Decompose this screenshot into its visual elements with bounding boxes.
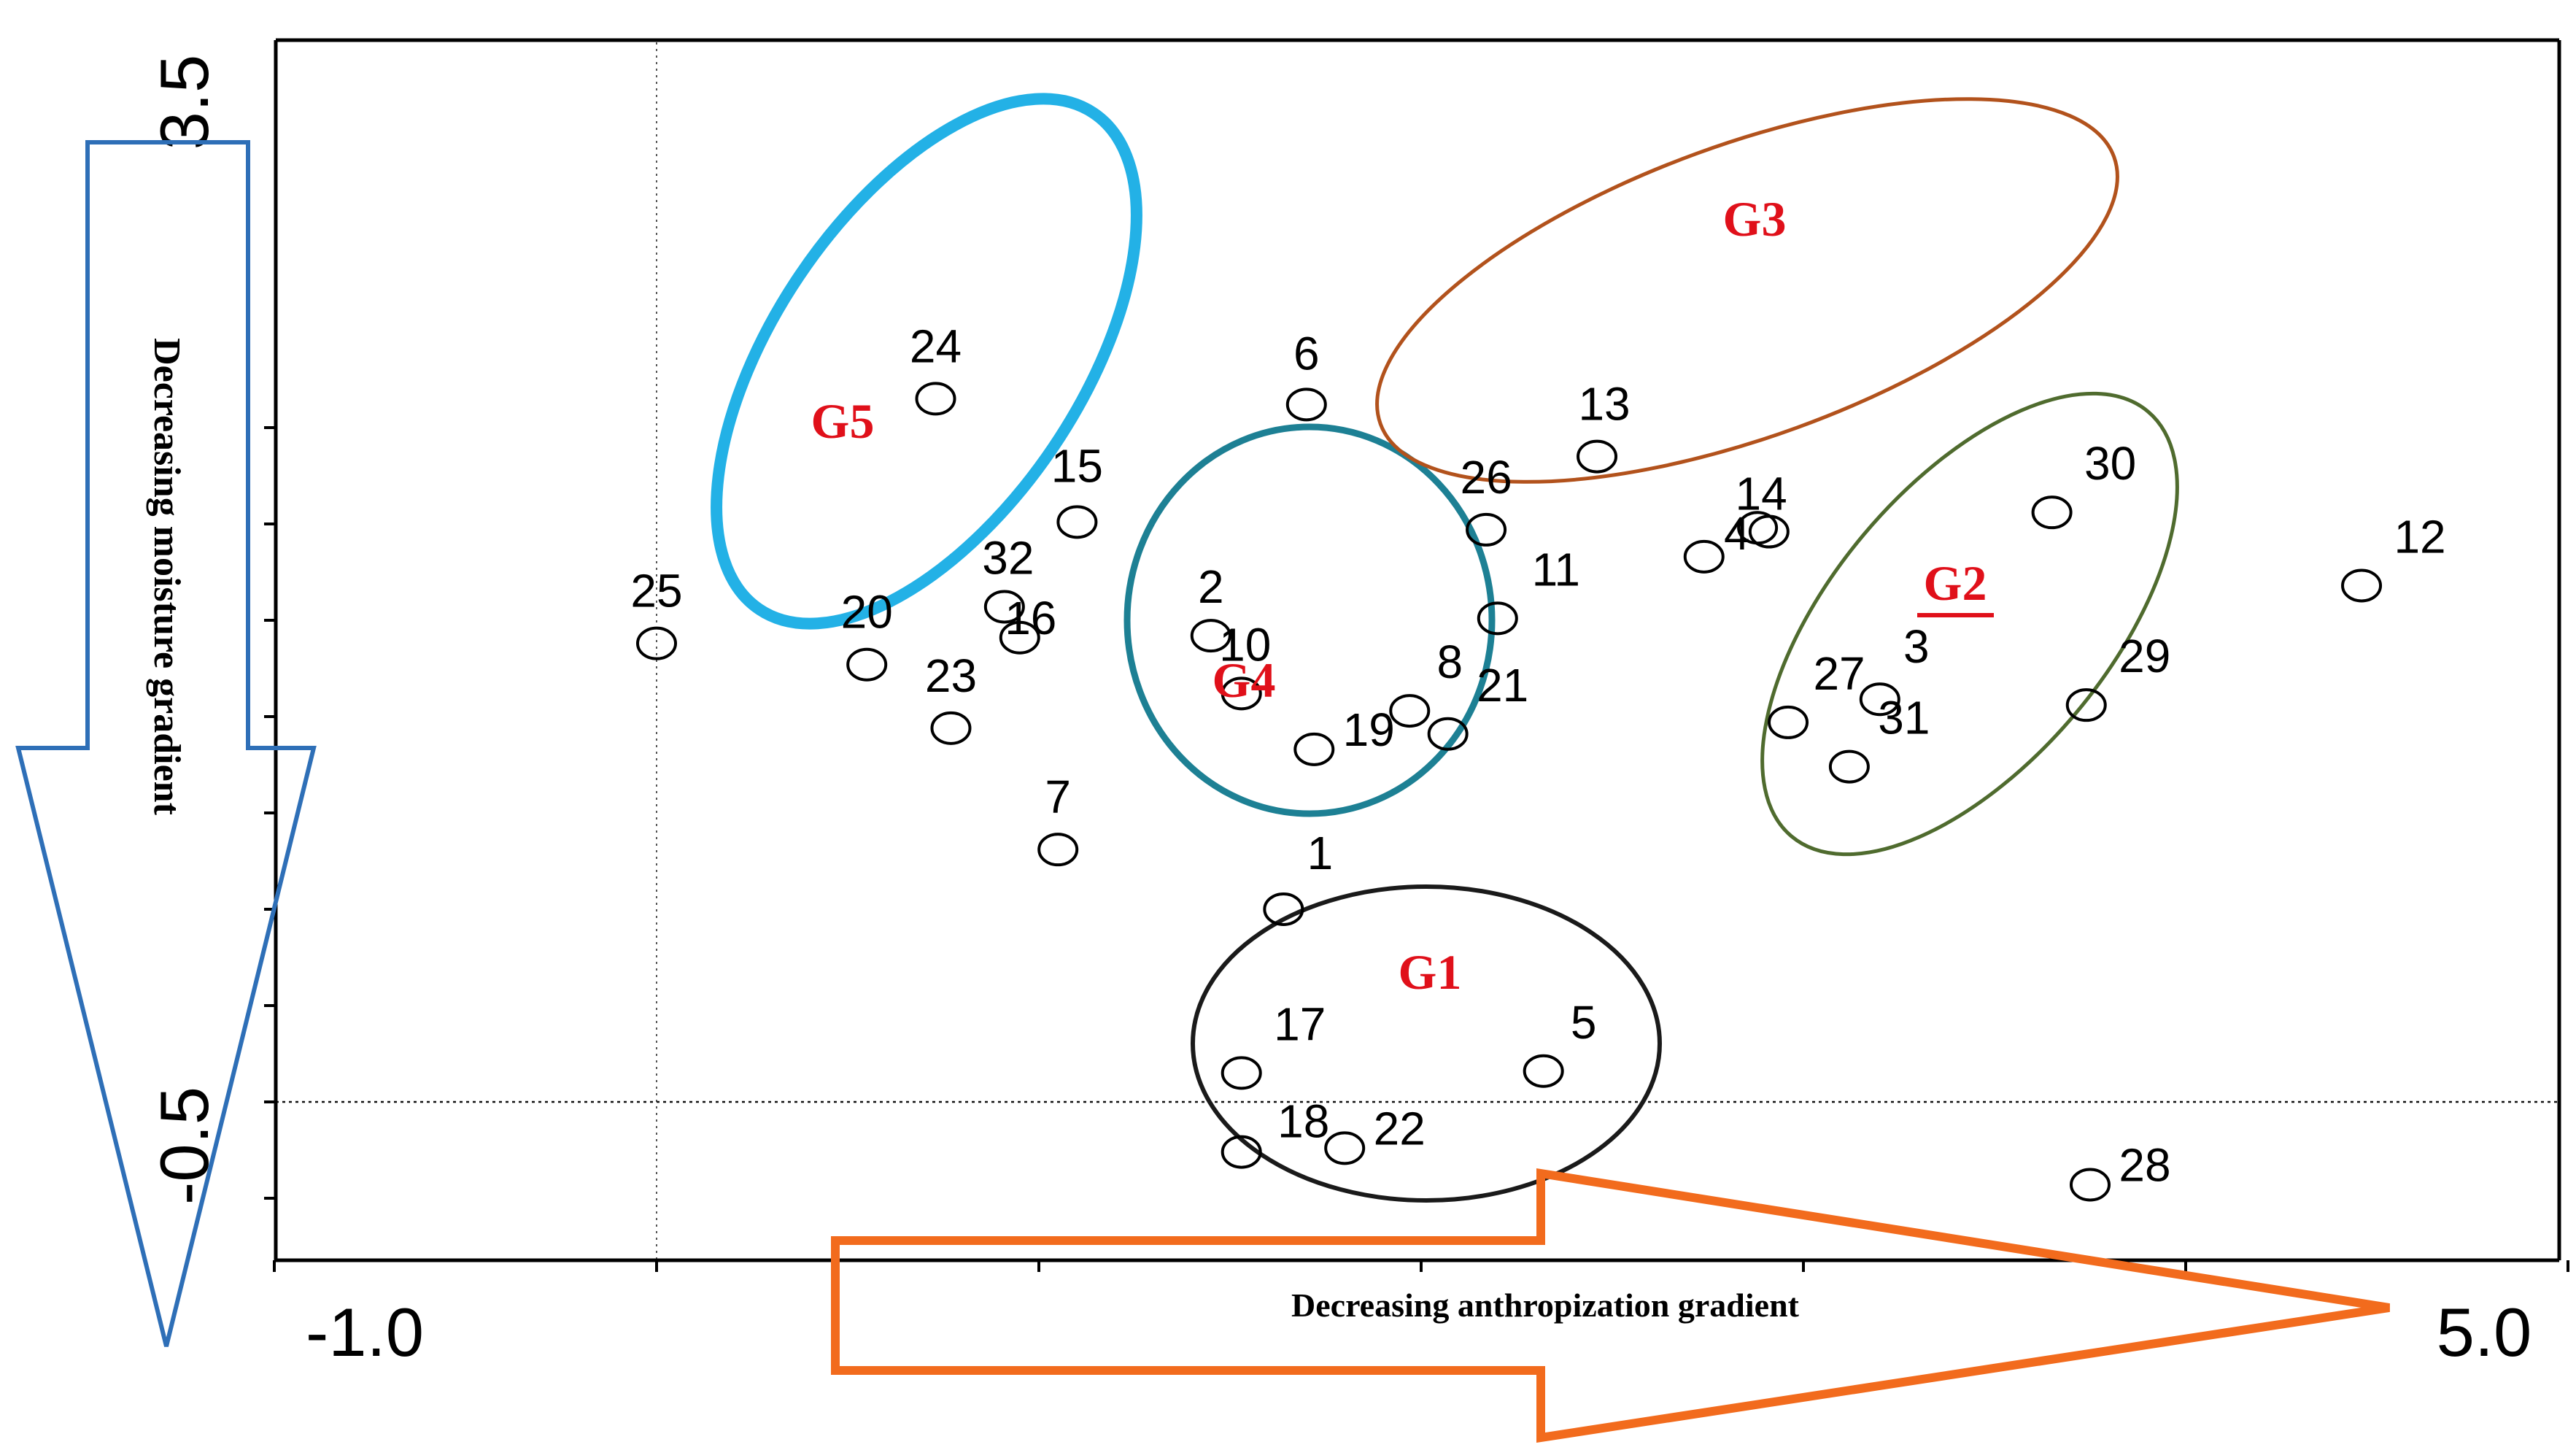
scatter-point-label-6: 6 bbox=[1293, 327, 1320, 379]
scatter-point-label-2: 2 bbox=[1198, 560, 1224, 613]
scatter-point-label-28: 28 bbox=[2119, 1139, 2170, 1192]
scatter-point-4 bbox=[1683, 539, 1725, 574]
scatter-point-label-18: 18 bbox=[1277, 1095, 1329, 1148]
scatter-point-label-14: 14 bbox=[1736, 467, 1787, 520]
scatter-point-17 bbox=[1221, 1056, 1262, 1090]
group-g3-ellipse bbox=[1375, 97, 2119, 484]
scatter-point-label-27: 27 bbox=[1813, 647, 1865, 700]
scatter-point-label-29: 29 bbox=[2119, 630, 2170, 682]
scatter-point-label-26: 26 bbox=[1460, 451, 1512, 504]
scatter-point-15 bbox=[1056, 505, 1098, 539]
scatter-point-6 bbox=[1285, 387, 1327, 422]
scatter-point-1 bbox=[1263, 892, 1304, 926]
scatter-point-label-16: 16 bbox=[1005, 592, 1056, 644]
scatter-point-label-30: 30 bbox=[2084, 437, 2136, 490]
scatter-point-label-17: 17 bbox=[1274, 998, 1326, 1050]
scatter-point-27 bbox=[1768, 705, 1809, 739]
scatter-point-label-20: 20 bbox=[841, 586, 893, 639]
scatter-point-label-1: 1 bbox=[1307, 827, 1334, 879]
scatter-point-label-7: 7 bbox=[1045, 771, 1071, 823]
group-label-g2: G2 bbox=[1924, 555, 1987, 611]
scatter-point-label-22: 22 bbox=[1374, 1102, 1426, 1154]
scatter-point-23 bbox=[930, 711, 972, 745]
group-g5-ellipse bbox=[711, 93, 1142, 630]
scatter-point-label-24: 24 bbox=[910, 320, 962, 372]
scatter-point-label-23: 23 bbox=[925, 649, 977, 702]
scatter-point-5 bbox=[1523, 1054, 1564, 1088]
x-axis-ticks bbox=[273, 1260, 2569, 1272]
scatter-point-label-15: 15 bbox=[1051, 439, 1103, 492]
scatter-point-12 bbox=[2341, 568, 2383, 603]
y-tick-label-min: -0.5 bbox=[146, 1087, 223, 1205]
scatter-point-25 bbox=[636, 626, 677, 660]
scatter-point-10 bbox=[1221, 676, 1262, 711]
scatter-point-3 bbox=[1859, 682, 1900, 717]
group-label-g3: G3 bbox=[1723, 191, 1787, 247]
moisture-gradient-arrow bbox=[15, 140, 317, 1347]
scatter-point-24 bbox=[915, 382, 956, 416]
scatter-point-11 bbox=[1477, 601, 1518, 636]
group-label-g5: G5 bbox=[811, 393, 875, 449]
y-axis-ticks bbox=[264, 426, 276, 1200]
scatter-point-labels: 1234567810111213141516171819202122232425… bbox=[630, 320, 2445, 1191]
scatter-point-26 bbox=[1466, 512, 1507, 547]
group-g2-ellipse bbox=[1760, 391, 2179, 857]
group-label-g1: G1 bbox=[1399, 944, 1462, 1000]
scatter-point-2 bbox=[1190, 619, 1231, 653]
scatter-point-14 bbox=[1737, 511, 1779, 545]
scatter-point-label-31: 31 bbox=[1878, 692, 1930, 744]
scatter-point-label-10: 10 bbox=[1219, 618, 1271, 671]
scatter-point-label-32: 32 bbox=[982, 532, 1034, 585]
scatter-point-label-3: 3 bbox=[1903, 620, 1930, 673]
scatter-point-label-13: 13 bbox=[1578, 378, 1630, 431]
scatter-point-16 bbox=[999, 620, 1040, 655]
x-tick-label-min: -1.0 bbox=[306, 1294, 424, 1370]
scatter-point-19 bbox=[1293, 732, 1335, 766]
scatter-point-label-19: 19 bbox=[1343, 703, 1395, 756]
scatter-point-label-8: 8 bbox=[1436, 636, 1463, 688]
scatter-point-13 bbox=[1577, 439, 1618, 474]
scatter-point-label-25: 25 bbox=[630, 565, 682, 617]
scatter-point-21 bbox=[1427, 717, 1469, 751]
scatter-point-32 bbox=[983, 590, 1025, 624]
x-tick-label-max: 5.0 bbox=[2437, 1294, 2532, 1370]
scatter-point-7 bbox=[1037, 833, 1079, 867]
x-axis-title: Decreasing anthropization gradient bbox=[1291, 1287, 1800, 1324]
plot-frame bbox=[274, 38, 2561, 1262]
scatter-point-label-21: 21 bbox=[1477, 659, 1528, 711]
y-tick-label-max: 3.5 bbox=[146, 55, 223, 150]
group-label-g4: G4 bbox=[1212, 652, 1276, 708]
scatter-point-31 bbox=[1828, 749, 1870, 784]
scatter-point-18 bbox=[1221, 1135, 1262, 1169]
scatter-points bbox=[636, 382, 2383, 1202]
scatter-point-label-5: 5 bbox=[1571, 996, 1597, 1049]
anthropization-gradient-arrow bbox=[831, 1168, 2390, 1443]
scatter-point-29 bbox=[2065, 688, 2107, 722]
y-axis-title: Decreasing moisture gradient bbox=[146, 338, 187, 815]
scatter-point-label-12: 12 bbox=[2394, 510, 2445, 563]
scatter-point-label-4: 4 bbox=[1724, 507, 1750, 560]
scatter-point-28 bbox=[2070, 1168, 2111, 1202]
group-g4-ellipse bbox=[1123, 423, 1496, 817]
scatter-point-30 bbox=[2031, 495, 2073, 530]
scatter-point-8 bbox=[1389, 694, 1431, 728]
group-g1-ellipse bbox=[1191, 884, 1662, 1203]
scatter-point-22 bbox=[1324, 1131, 1366, 1165]
scatter-point-20 bbox=[846, 647, 888, 682]
scatter-point-label-11: 11 bbox=[1532, 543, 1580, 595]
